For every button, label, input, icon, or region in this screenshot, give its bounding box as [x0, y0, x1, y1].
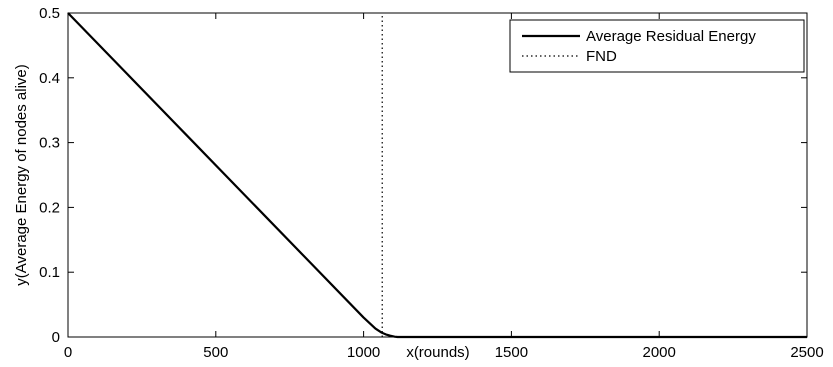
x-tick-label: 1000: [347, 344, 380, 361]
y-tick-label: 0.1: [39, 264, 60, 281]
y-tick-label: 0: [52, 329, 60, 346]
legend-label: Average Residual Energy: [586, 28, 756, 45]
x-tick-label: 1500: [495, 344, 528, 361]
legend-label: FND: [586, 48, 617, 65]
x-axis-label: x(rounds): [406, 344, 469, 361]
x-tick-label: 2500: [790, 344, 823, 361]
x-tick-label: 500: [203, 344, 228, 361]
y-tick-label: 0.4: [39, 70, 60, 87]
y-tick-label: 0.5: [39, 5, 60, 22]
y-tick-label: 0.2: [39, 199, 60, 216]
y-axis-label: y(Average Energy of nodes alive): [13, 64, 30, 286]
x-tick-label: 2000: [643, 344, 676, 361]
legend-box: [509, 19, 805, 73]
y-tick-label: 0.3: [39, 135, 60, 152]
series-line-average-residual-energy: [67, 12, 807, 339]
x-tick-label: 0: [64, 344, 72, 361]
legend: Average Residual Energy FND: [509, 19, 805, 73]
